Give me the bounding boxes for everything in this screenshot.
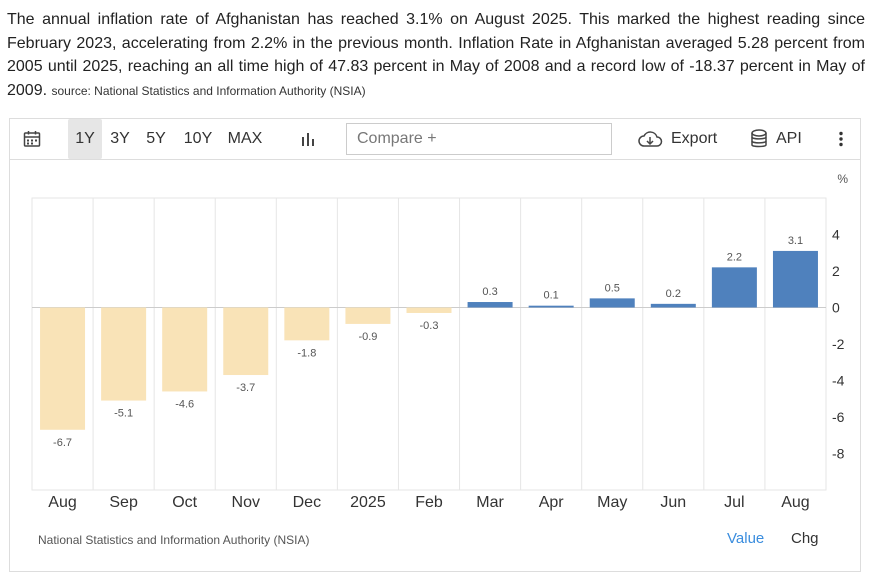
x-tick-label: 2025	[350, 494, 386, 511]
api-button[interactable]: API	[750, 119, 802, 159]
x-tick-label: May	[597, 494, 627, 511]
bar[interactable]	[772, 250, 818, 308]
chart-card: 1Y 3Y 5Y 10Y MAX Export	[9, 118, 861, 572]
bar[interactable]	[101, 307, 147, 401]
x-tick-label: Nov	[232, 494, 260, 511]
export-button[interactable]: Export	[637, 119, 717, 159]
data-label: 0.2	[666, 288, 681, 300]
database-icon	[750, 129, 768, 149]
export-label: Export	[671, 130, 718, 147]
range-5y-button[interactable]: 5Y	[146, 130, 166, 147]
x-tick-label: Apr	[539, 494, 565, 511]
y-tick-label: -8	[832, 446, 845, 462]
data-label: 0.1	[544, 290, 559, 302]
bar[interactable]	[406, 307, 452, 313]
bar[interactable]	[223, 307, 269, 376]
bar[interactable]	[345, 307, 391, 324]
calendar-icon[interactable]	[22, 119, 42, 159]
x-tick-label: Feb	[415, 494, 443, 511]
description-source: source: National Statistics and Informat…	[51, 83, 366, 98]
data-label: 2.2	[727, 251, 742, 263]
bar[interactable]	[467, 302, 513, 308]
x-tick-label: Aug	[781, 494, 809, 511]
bar[interactable]	[284, 307, 330, 341]
bar[interactable]	[650, 303, 696, 308]
chart-toolbar: 1Y 3Y 5Y 10Y MAX Export	[10, 119, 860, 160]
data-label: -6.7	[53, 437, 72, 449]
x-tick-label: Jun	[660, 494, 686, 511]
api-label: API	[776, 130, 802, 147]
tab-value[interactable]: Value	[727, 530, 765, 547]
range-max-button[interactable]: MAX	[227, 130, 263, 147]
description: The annual inflation rate of Afghanistan…	[7, 8, 865, 103]
description-text: The annual inflation rate of Afghanistan…	[7, 11, 865, 99]
y-axis-unit: %	[837, 172, 848, 186]
footer-source: National Statistics and Information Auth…	[38, 533, 310, 547]
data-label: -4.6	[175, 398, 194, 410]
bar[interactable]	[528, 305, 574, 308]
x-tick-label: Mar	[476, 494, 504, 511]
range-10y-button[interactable]: 10Y	[183, 130, 213, 147]
compare-input[interactable]	[346, 123, 612, 155]
y-tick-label: 2	[832, 263, 840, 279]
bar[interactable]	[711, 267, 757, 308]
plot-area	[31, 197, 827, 491]
y-tick-label: -2	[832, 336, 845, 352]
cloud-download-icon	[637, 130, 663, 148]
data-label: 0.3	[482, 286, 497, 298]
data-label: -3.7	[236, 382, 255, 394]
bar[interactable]	[589, 298, 635, 308]
x-tick-label: Oct	[172, 494, 197, 511]
bar-chart-icon[interactable]	[298, 119, 318, 159]
y-tick-label: -4	[832, 373, 845, 389]
data-label: 0.5	[605, 282, 620, 294]
x-tick-label: Jul	[724, 494, 744, 511]
x-tick-label: Sep	[109, 494, 138, 511]
bar[interactable]	[162, 307, 208, 392]
y-tick-label: 4	[832, 227, 840, 243]
data-label: -0.3	[420, 320, 439, 332]
data-label: -0.9	[358, 331, 377, 343]
y-tick-label: 0	[832, 300, 840, 316]
range-3y-button[interactable]: 3Y	[110, 130, 130, 147]
tab-chg[interactable]: Chg	[791, 530, 819, 547]
range-1y-button[interactable]: 1Y	[68, 119, 102, 159]
data-label: 3.1	[788, 235, 803, 247]
x-tick-label: Aug	[48, 494, 76, 511]
data-label: -1.8	[297, 347, 316, 359]
data-label: -5.1	[114, 408, 133, 420]
x-tick-label: Dec	[293, 494, 321, 511]
bar[interactable]	[40, 307, 86, 430]
y-tick-label: -6	[832, 409, 845, 425]
vertical-ellipsis-icon[interactable]	[834, 119, 848, 159]
